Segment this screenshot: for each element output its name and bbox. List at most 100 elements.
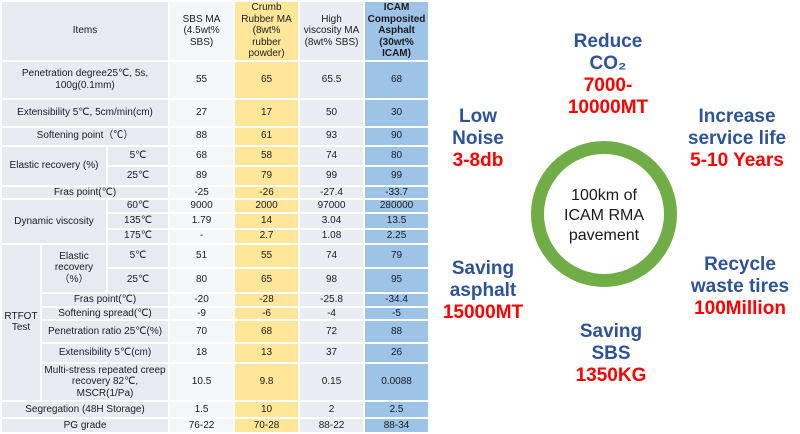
value-cell: 93 [298,125,366,147]
value-cell: 61 [233,125,301,147]
value-cell: 13.5 [363,211,431,230]
value-cell: 27 [168,97,236,128]
value-cell: 95 [363,266,431,294]
table-row: Softening point（℃） 88 61 93 90 [0,125,431,147]
value-cell: 30 [363,97,431,128]
table-row: Multi-stress repeated creep recovery 82℃… [1,362,431,402]
value-cell: 280000 [363,198,431,214]
value-cell: -25 [168,184,236,200]
items-header-cell: Items [0,0,171,62]
value-cell: 68 [363,59,431,100]
value-cell: 65.5 [298,59,366,100]
callout-title-line: CO₂ [589,53,627,74]
callout-value-line: 15000MT [442,302,524,323]
value-cell: 2000 [233,198,301,214]
table-row: 25℃ 80 65 98 95 [1,266,431,294]
value-cell: 89 [168,164,236,187]
callout-saving-asphalt: Saving asphalt 15000MT [443,258,523,324]
value-cell: 97000 [298,198,366,214]
row-label-cell: 175℃ [105,227,171,245]
value-cell: 2 [298,400,366,419]
callout-title-line: Increase [698,106,776,127]
value-cell: 90 [363,125,431,147]
row-label-cell: Extensibility 5℃(cm) [39,342,171,364]
table-header-row: Items SBS MA (4.5wt% SBS) Crumb Rubber MA … [0,0,431,62]
value-cell: 9.8 [233,362,301,402]
table-row: Extensibility 5℃(cm) 18 13 37 26 [1,342,431,364]
value-cell: 99 [298,164,366,187]
value-cell: 74 [298,242,366,269]
value-cell: 18 [168,342,236,364]
value-cell: - [168,227,236,245]
callout-title-line: waste tires [690,276,790,297]
value-cell: -28 [233,291,301,308]
value-cell: 70-28 [233,417,301,434]
comparison-table-panel: Items SBS MA (4.5wt% SBS) Crumb Rubber MA … [0,0,431,434]
value-cell: 70 [168,319,236,344]
value-cell: 37 [298,342,366,364]
table-row: 175℃ -2.7 1.08 2.25 [1,227,431,245]
table-row: Penetration degree25℃, 5s, 100g(0.1mm) 55… [0,59,431,100]
table-row: Elastic recovery (%) 5℃ 68 58 74 80 [0,144,431,187]
callout-value-line: 100Million [694,298,786,319]
value-cell: 88 [363,319,431,344]
callout-value-line: 3-8db [452,150,504,171]
value-cell: -5 [363,305,431,321]
ring-center-line: 100km of [571,187,637,204]
row-label-cell: 135℃ [105,211,171,230]
value-cell: 2.7 [233,227,301,245]
value-cell: -27.4 [298,184,366,200]
table-row: Softening spread(℃) -9 -6 -4 -5 [1,305,431,321]
value-cell: 68 [233,319,301,344]
value-cell: 72 [298,319,366,344]
table-row: Dynamic viscosity 60℃ 9000 2000 97000 280000 [0,198,431,245]
value-cell: 10.5 [168,362,236,402]
value-cell: 80 [168,266,236,294]
value-cell: 2.5 [363,400,431,419]
value-cell: -26 [233,184,301,200]
value-cell: 0.15 [298,362,366,402]
value-cell: 14 [233,211,301,230]
col-header-high-viscosity-ma: High viscosity MA (8wt% SBS) [298,0,366,62]
value-cell: 55 [233,242,301,269]
col-header-icam: ICAM Composited Asphalt (30wt% ICAM) [363,0,431,62]
callout-value-line: 1350KG [575,365,647,386]
callout-recycle-waste-tires: Recycle waste tires 100Million [691,254,789,320]
row-label-cell: Segregation (48H Storage) [0,400,171,419]
row-label-cell: Fras point(℃) [39,291,171,308]
table-row: Extensibility 5℃, 5cm/min(cm) 27 17 50 30 [0,97,431,128]
ring-center-label: 100km of ICAM RMA pavement [564,186,644,246]
callout-title-line: Low [459,106,497,127]
rtfot-test-group-cell: RTFOT Test [0,242,42,402]
row-label-cell: Elastic recovery（%） [40,242,108,294]
callout-title-line: asphalt [449,280,517,301]
value-cell: 17 [233,97,301,128]
value-cell: -33.7 [363,184,431,200]
row-label-cell: Extensibility 5℃, 5cm/min(cm) [0,97,171,128]
row-label-cell: Softening point（℃） [0,125,171,147]
row-label-cell: Penetration degree25℃, 5s, 100g(0.1mm) [0,59,171,100]
callout-title-line: Noise [452,128,504,149]
value-cell: 51 [168,242,236,269]
value-cell: -4 [298,305,366,321]
callout-title-line: SBS [591,343,631,364]
callout-title-line: Recycle [704,254,776,275]
ring-center-line: ICAM RMA [564,207,644,224]
callout-value-line: 5-10 Years [690,150,784,171]
callout-saving-sbs: Saving SBS 1350KG [576,321,647,387]
benefits-diagram: 100km of ICAM RMA pavement Reduce CO₂ 70… [430,0,800,432]
callout-increase-service-life: Increase service life 5-10 Years [688,106,786,172]
row-label-cell: 60℃ [105,198,171,214]
row-label-cell: PG grade [0,417,171,434]
value-cell: 9000 [168,198,236,214]
value-cell: 1.5 [168,400,236,419]
table-row: 25℃ 89 79 99 99 [1,164,431,187]
callout-value-line: 10000MT [567,97,649,118]
value-cell: 3.04 [298,211,366,230]
value-cell: 88 [168,125,236,147]
value-cell: 80 [363,144,431,167]
row-label-cell: 25℃ [105,164,171,187]
row-label-cell: Elastic recovery (%) [0,144,108,187]
value-cell: 68 [168,144,236,167]
